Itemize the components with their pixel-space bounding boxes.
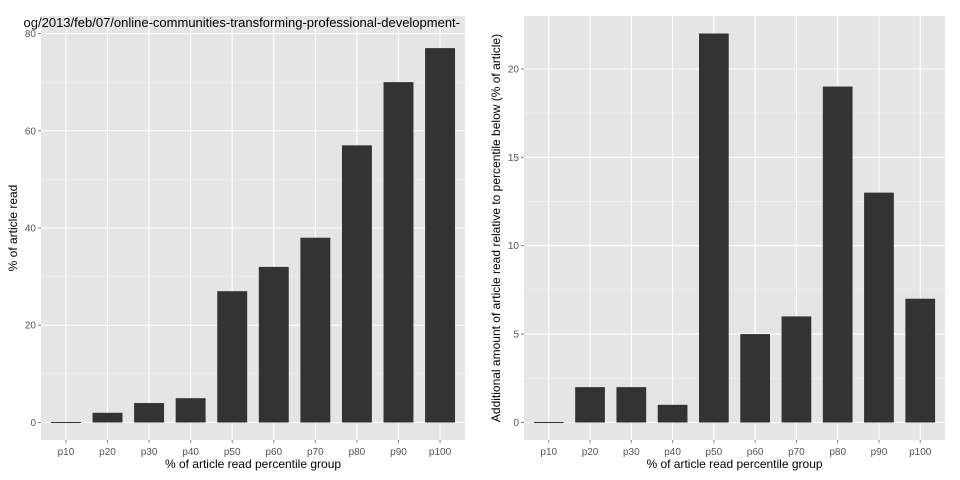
bar-p50 — [217, 291, 248, 423]
y-tick-label: 15 — [508, 153, 520, 164]
x-tick-label: p10 — [540, 447, 557, 458]
bar-p20 — [92, 412, 123, 423]
bar-p20 — [575, 387, 605, 423]
bar-p40 — [175, 398, 206, 423]
bar-p30 — [616, 387, 647, 423]
x-tick-label: p80 — [349, 447, 366, 458]
x-tick-label: p80 — [829, 447, 846, 458]
x-axis-title: % of article read percentile group — [165, 457, 341, 471]
chart-title: og/2013/feb/07/online-communities-transf… — [24, 15, 460, 30]
y-tick-label: 60 — [25, 126, 37, 137]
bar-p10 — [533, 421, 564, 423]
y-tick-label: 80 — [25, 29, 37, 40]
x-tick-label: p30 — [141, 447, 158, 458]
y-tick-label: 40 — [25, 224, 37, 235]
x-tick-label: p30 — [623, 447, 640, 458]
bar-p100 — [905, 298, 936, 423]
x-tick-label: p60 — [747, 447, 764, 458]
y-tick-labels: 0 20 40 60 80 — [25, 29, 41, 429]
x-tick-label: p20 — [99, 447, 116, 458]
bars — [533, 33, 936, 423]
x-tick-label: p20 — [582, 447, 599, 458]
x-tick-labels: p10 p20 p30 p40 p50 p60 p70 p80 p90 p100 — [58, 440, 452, 458]
y-tick-label: 5 — [513, 330, 519, 341]
bar-p80 — [341, 145, 372, 423]
x-tick-label: p50 — [224, 447, 241, 458]
y-tick-label: 0 — [30, 418, 36, 429]
y-tick-label: 20 — [25, 321, 37, 332]
x-tick-label: p60 — [265, 447, 282, 458]
bar-p60 — [740, 334, 770, 423]
bar-p10 — [50, 421, 81, 423]
bar-p100 — [425, 48, 456, 423]
x-tick-label: p100 — [429, 447, 452, 458]
bars — [50, 48, 456, 423]
x-tick-label: p100 — [909, 447, 932, 458]
bar-p70 — [300, 237, 331, 423]
bar-p50 — [699, 33, 729, 423]
x-tick-label: p40 — [182, 447, 199, 458]
x-tick-label: p70 — [788, 447, 805, 458]
y-tick-label: 10 — [508, 241, 520, 252]
x-tick-label: p70 — [307, 447, 324, 458]
x-tick-label: p40 — [664, 447, 681, 458]
bar-p90 — [383, 82, 414, 423]
y-axis-title: Additional amount of article read relati… — [489, 34, 503, 422]
y-tick-labels: 0 5 10 15 20 — [508, 64, 524, 429]
x-axis-title: % of article read percentile group — [646, 457, 822, 471]
bar-p60 — [258, 266, 289, 423]
y-tick-label: 20 — [508, 64, 520, 75]
y-tick-label: 0 — [513, 418, 519, 429]
x-tick-label: p50 — [706, 447, 723, 458]
y-axis-title: % of article read — [6, 185, 20, 272]
x-tick-label: p10 — [58, 447, 75, 458]
bar-p30 — [134, 403, 165, 423]
bar-p40 — [657, 404, 688, 423]
x-tick-label: p90 — [390, 447, 407, 458]
chart-additional-read: 0 5 10 15 20 p10 p20 p30 p40 p50 p60 p70 p80 p90 p100… — [489, 16, 945, 471]
x-tick-labels: p10 p20 p30 p40 p50 p60 p70 p80 p90 p100 — [540, 440, 932, 458]
x-tick-label: p90 — [871, 447, 888, 458]
bar-p70 — [781, 316, 812, 423]
bar-p90 — [864, 192, 894, 423]
bar-p80 — [822, 86, 853, 423]
